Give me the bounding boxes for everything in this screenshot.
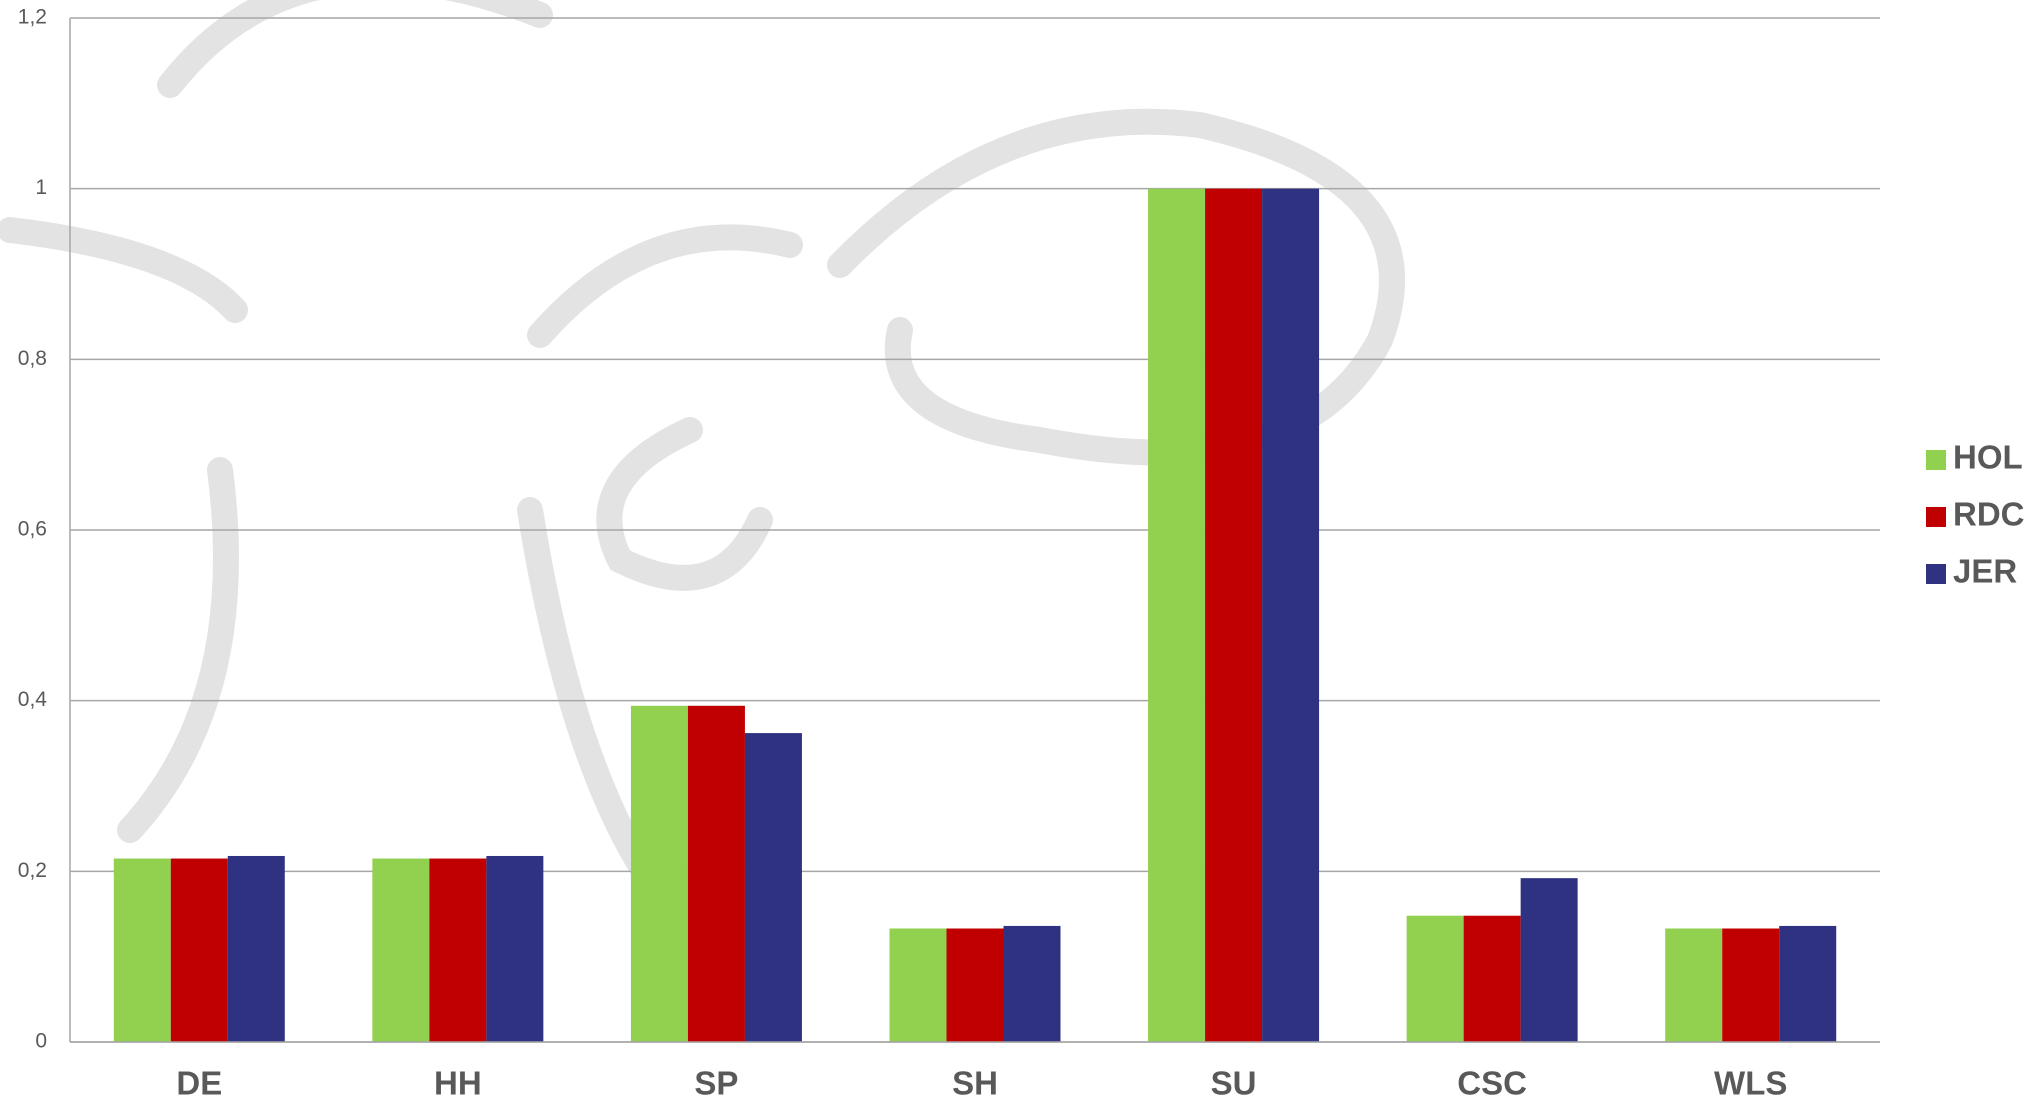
legend-swatch [1926, 507, 1946, 527]
bar [113, 858, 171, 1042]
x-tick-label: SH [952, 1065, 998, 1102]
bar [1262, 188, 1320, 1042]
legend-swatch [1926, 450, 1946, 470]
x-tick-label: DE [176, 1065, 222, 1102]
y-tick-label: 0,8 [18, 347, 47, 370]
bar [486, 855, 544, 1042]
bar [429, 858, 487, 1042]
y-tick-label: 0,2 [18, 859, 47, 882]
legend-swatch [1926, 564, 1946, 584]
bar [1148, 188, 1206, 1042]
x-tick-label: WLS [1714, 1065, 1787, 1102]
background-decoration [0, 0, 1405, 893]
bar [1520, 878, 1578, 1042]
y-tick-label: 1,2 [18, 6, 47, 29]
bar [889, 928, 947, 1042]
legend-label: RDC [1953, 496, 2025, 533]
y-tick-label: 1 [35, 176, 47, 199]
legend-label: JER [1953, 553, 2017, 590]
x-tick-label: SU [1211, 1065, 1257, 1102]
bar [630, 705, 688, 1042]
bar [744, 733, 802, 1042]
x-tick-label: SP [694, 1065, 738, 1102]
bar [372, 858, 430, 1042]
bar [1463, 915, 1521, 1042]
bar [1205, 188, 1263, 1042]
y-tick-label: 0 [35, 1030, 47, 1053]
x-tick-label: HH [434, 1065, 482, 1102]
y-tick-label: 0,6 [18, 518, 47, 541]
bar [946, 928, 1004, 1042]
bar [1406, 915, 1464, 1042]
y-tick-label: 0,4 [18, 688, 48, 711]
bar [1665, 928, 1723, 1042]
bar [1779, 925, 1837, 1042]
bar [687, 705, 745, 1042]
bar [227, 855, 285, 1042]
x-tick-label: CSC [1457, 1065, 1527, 1102]
bar [1722, 928, 1780, 1042]
bar [1003, 925, 1061, 1042]
legend-label: HOL [1953, 439, 2023, 476]
bar [170, 858, 228, 1042]
